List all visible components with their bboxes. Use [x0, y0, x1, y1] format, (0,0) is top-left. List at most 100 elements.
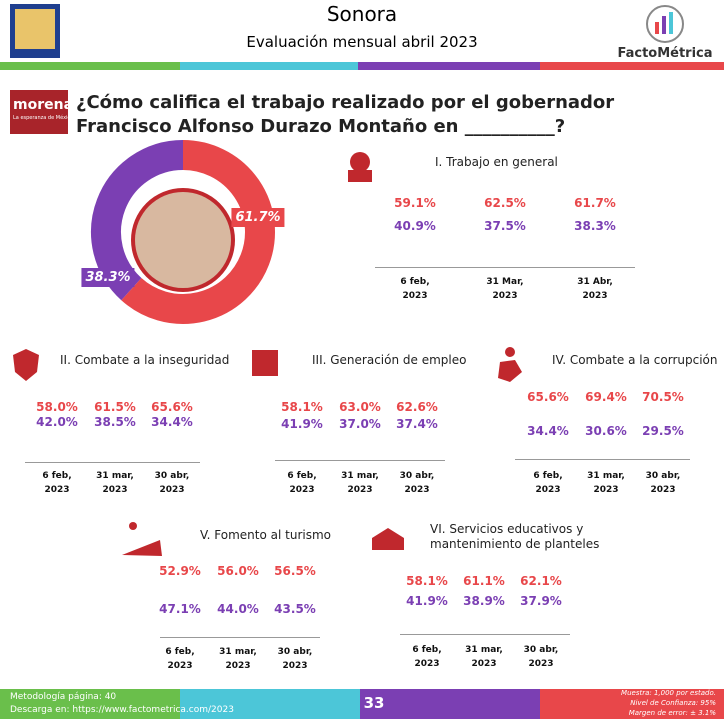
approve-value: 62.5% [484, 196, 526, 210]
icon [13, 349, 39, 381]
color-bar [0, 62, 180, 70]
date-label: 31 mar, 2023 [587, 471, 625, 495]
disapprove-value: 38.3% [574, 219, 616, 233]
brand-icon [669, 12, 673, 34]
date-label: 31 Abr, 2023 [577, 277, 613, 301]
disapprove-value: 37.4% [396, 417, 438, 431]
date-label: 30 abr, 2023 [523, 645, 559, 669]
disapprove-value: 40.9% [394, 219, 436, 233]
brand-icon [646, 5, 684, 43]
divider [160, 637, 320, 638]
disapprove-value: 43.5% [274, 602, 316, 616]
approve-value: 56.0% [217, 564, 259, 578]
slice-label: 38.3% [81, 268, 135, 287]
donut-slice [121, 140, 275, 324]
panel-title: VI. Servicios educativos y mantenimiento… [430, 522, 600, 551]
date-label: 6 feb, 2023 [165, 647, 195, 671]
approve-value: 65.6% [527, 390, 569, 404]
approve-value: 69.4% [585, 390, 627, 404]
approve-value: 59.1% [394, 196, 436, 210]
page-number: 33 [363, 694, 385, 712]
approve-value: 58.0% [36, 400, 78, 414]
footer-band [540, 689, 724, 719]
brand-icon [662, 16, 666, 34]
date-label: 6 feb, 2023 [287, 471, 317, 495]
disapprove-value: 38.9% [463, 594, 505, 608]
panel-title: IV. Combate a la corrupción [552, 353, 718, 367]
party: morena [13, 97, 74, 113]
photo [135, 192, 231, 288]
icon [129, 522, 137, 530]
date-label: 31 mar, 2023 [96, 471, 134, 495]
title: Sonora [326, 2, 398, 26]
approve-value: 62.1% [520, 574, 562, 588]
date-label: 31 mar, 2023 [465, 645, 503, 669]
footer-band [0, 689, 180, 719]
approve-value: 65.6% [151, 400, 193, 414]
icon [252, 350, 278, 376]
disapprove-value: 47.1% [159, 602, 201, 616]
date-label: 30 abr, 2023 [154, 471, 190, 495]
disapprove-value: 34.4% [527, 424, 569, 438]
panel-title: V. Fomento al turismo [200, 528, 332, 542]
margin: Margen de error: ± 3.1% [628, 709, 716, 717]
approve-value: 58.1% [406, 574, 448, 588]
question: Francisco Alfonso Durazo Montaño en ____… [76, 116, 566, 137]
disapprove-value: 37.9% [520, 594, 562, 608]
date-label: 30 abr, 2023 [399, 471, 435, 495]
disapprove-value: 34.4% [151, 415, 193, 429]
icon [348, 170, 372, 182]
party-tagline: La esperanza de México [13, 115, 74, 121]
approve-value: 61.1% [463, 574, 505, 588]
disapprove-value: 30.6% [585, 424, 627, 438]
date-label: 6 feb, 2023 [412, 645, 442, 669]
divider [25, 462, 200, 463]
icon [372, 528, 404, 550]
divider [375, 267, 635, 268]
disapprove-value: 37.5% [484, 219, 526, 233]
approve-value: 61.5% [94, 400, 136, 414]
panel-title: II. Combate a la inseguridad [60, 353, 230, 367]
methodology: Metodología página: 40 [10, 692, 117, 702]
date-label: 30 abr, 2023 [277, 647, 313, 671]
date-label: 31 mar, 2023 [341, 471, 379, 495]
approve-value: 52.9% [159, 564, 201, 578]
footer-band [360, 689, 540, 719]
date-label: 30 abr, 2023 [645, 471, 681, 495]
icon [498, 360, 522, 382]
footer-band [180, 689, 360, 719]
disapprove-value: 44.0% [217, 602, 259, 616]
divider [515, 459, 690, 460]
question: ¿Cómo califica el trabajo realizado por … [76, 92, 615, 113]
disapprove-value: 41.9% [281, 417, 323, 431]
approve-value: 62.6% [396, 400, 438, 414]
divider [275, 460, 445, 461]
panel-title: III. Generación de empleo [312, 353, 467, 367]
disapprove-value: 37.0% [339, 417, 381, 431]
disapprove-value: 42.0% [36, 415, 78, 429]
color-bar [358, 62, 540, 70]
color-bar [180, 62, 358, 70]
date-label: 6 feb, 2023 [533, 471, 563, 495]
slice-label: 61.7% [231, 208, 285, 227]
confidence: Nivel de Confianza: 95% [630, 699, 716, 707]
date-label: 6 feb, 2023 [400, 277, 430, 301]
party-logo [10, 90, 68, 134]
disapprove-value: 38.5% [94, 415, 136, 429]
sample: Muestra: 1,000 por estado. [621, 689, 716, 697]
icon [350, 152, 370, 172]
brand: FactoMétrica [617, 46, 713, 61]
icons [13, 152, 522, 556]
disapprove-value: 41.9% [406, 594, 448, 608]
approve-value: 58.1% [281, 400, 323, 414]
date-label: 31 Mar, 2023 [486, 277, 524, 301]
panel-title: I. Trabajo en general [435, 155, 558, 169]
icon [122, 540, 162, 556]
download[interactable]: Descarga en: https://www.factometrica.co… [10, 705, 234, 715]
brand-icon [655, 22, 659, 34]
approve-value: 56.5% [274, 564, 316, 578]
approve-value: 70.5% [642, 390, 684, 404]
approve-value: 63.0% [339, 400, 381, 414]
